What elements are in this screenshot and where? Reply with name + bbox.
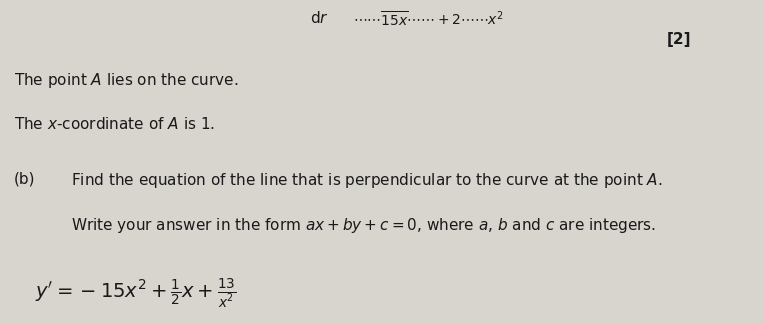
- Text: The point $A$ lies on the curve.: The point $A$ lies on the curve.: [14, 71, 238, 90]
- Text: $y' = -15x^{2} + \frac{1}{2}x + \frac{13}{x^{2}}$: $y' = -15x^{2} + \frac{1}{2}x + \frac{13…: [35, 278, 237, 310]
- Text: $\mathrm{d}r$: $\mathrm{d}r$: [310, 10, 329, 26]
- Text: $\cdots\cdots\overline{15x}\cdots\cdots+2\cdots\cdots x^{2}$: $\cdots\cdots\overline{15x}\cdots\cdots+…: [353, 10, 503, 28]
- Text: The $x$-coordinate of $A$ is 1.: The $x$-coordinate of $A$ is 1.: [14, 116, 215, 132]
- Text: Find the equation of the line that is perpendicular to the curve at the point $A: Find the equation of the line that is pe…: [70, 171, 662, 190]
- Text: (b): (b): [14, 171, 36, 186]
- Text: [2]: [2]: [667, 32, 691, 47]
- Text: Write your answer in the form $ax + by + c = 0$, where $a$, $b$ and $c$ are inte: Write your answer in the form $ax + by +…: [70, 216, 656, 235]
